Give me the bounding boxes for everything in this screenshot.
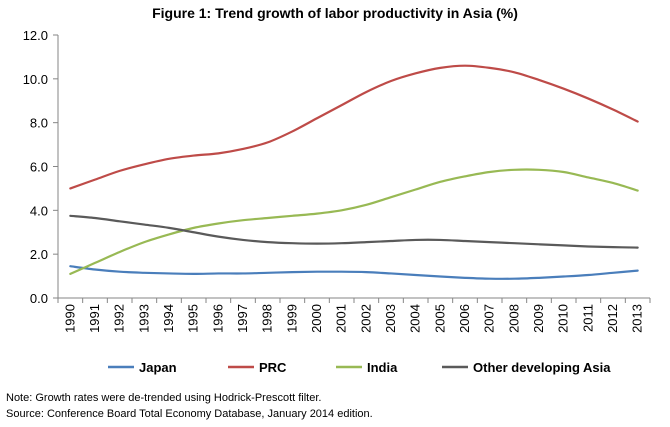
source-text: Source: Conference Board Total Economy D… bbox=[6, 408, 373, 420]
y-tick-label: 0.0 bbox=[30, 291, 48, 306]
y-tick-label: 2.0 bbox=[30, 247, 48, 262]
x-tick-label: 1991 bbox=[87, 304, 102, 333]
x-tick-label: 2000 bbox=[309, 304, 324, 333]
series-line-india bbox=[69, 168, 639, 275]
x-tick-label: 2007 bbox=[482, 304, 497, 333]
series-lines bbox=[69, 64, 639, 280]
x-tick-label: 1999 bbox=[284, 304, 299, 333]
legend-label-prc: PRC bbox=[259, 360, 287, 375]
x-tick-label: 2003 bbox=[383, 304, 398, 333]
legend-label-japan: Japan bbox=[139, 360, 177, 375]
chart-legend: Japan PRC India Other developing Asia bbox=[108, 360, 611, 375]
x-tick-label: 1997 bbox=[235, 304, 250, 333]
chart-notes: Note: Growth rates were de-trended using… bbox=[6, 390, 373, 422]
x-tick-label: 1995 bbox=[186, 304, 201, 333]
series-line-prc bbox=[69, 64, 639, 190]
x-tick-label: 1998 bbox=[260, 304, 275, 333]
x-tick-label: 1990 bbox=[62, 304, 77, 333]
x-tick-label: 2010 bbox=[556, 304, 571, 333]
line-chart: 0.0 2.0 4.0 6.0 8.0 10.0 12.0 1990 1991 1992 1993 1… bbox=[23, 28, 651, 375]
x-tick-label: 1992 bbox=[112, 304, 127, 333]
x-tick-label: 2013 bbox=[630, 304, 645, 333]
x-tick-label: 2008 bbox=[506, 304, 521, 333]
x-tick-label: 1996 bbox=[210, 304, 225, 333]
y-tick-label: 6.0 bbox=[30, 160, 48, 175]
note-text: Note: Growth rates were de-trended using… bbox=[6, 392, 322, 404]
x-tick-label: 1994 bbox=[161, 304, 176, 333]
x-tick-label: 2009 bbox=[531, 304, 546, 333]
y-tick-label: 4.0 bbox=[30, 203, 48, 218]
chart-title: Figure 1: Trend growth of labor producti… bbox=[152, 5, 518, 21]
y-tick-label: 12.0 bbox=[23, 28, 48, 43]
x-tick-label: 2001 bbox=[334, 304, 349, 333]
legend-label-other-developing-asia: Other developing Asia bbox=[473, 360, 611, 375]
x-tick-label: 2012 bbox=[605, 304, 620, 333]
x-tick-label: 2006 bbox=[457, 304, 472, 333]
y-tick-label: 8.0 bbox=[30, 116, 48, 131]
x-tick-label: 2002 bbox=[358, 304, 373, 333]
x-tick-label: 2005 bbox=[432, 304, 447, 333]
legend-label-india: India bbox=[367, 360, 398, 375]
x-tick-label: 1993 bbox=[136, 304, 151, 333]
series-line-other-developing-asia bbox=[69, 214, 639, 249]
chart-axes: 0.0 2.0 4.0 6.0 8.0 10.0 12.0 1990 1991 1992 1993 1… bbox=[23, 28, 651, 333]
y-tick-label: 10.0 bbox=[23, 72, 48, 87]
x-tick-label: 2011 bbox=[580, 304, 595, 332]
series-line-japan bbox=[69, 265, 639, 280]
x-tick-label: 2004 bbox=[408, 304, 423, 333]
